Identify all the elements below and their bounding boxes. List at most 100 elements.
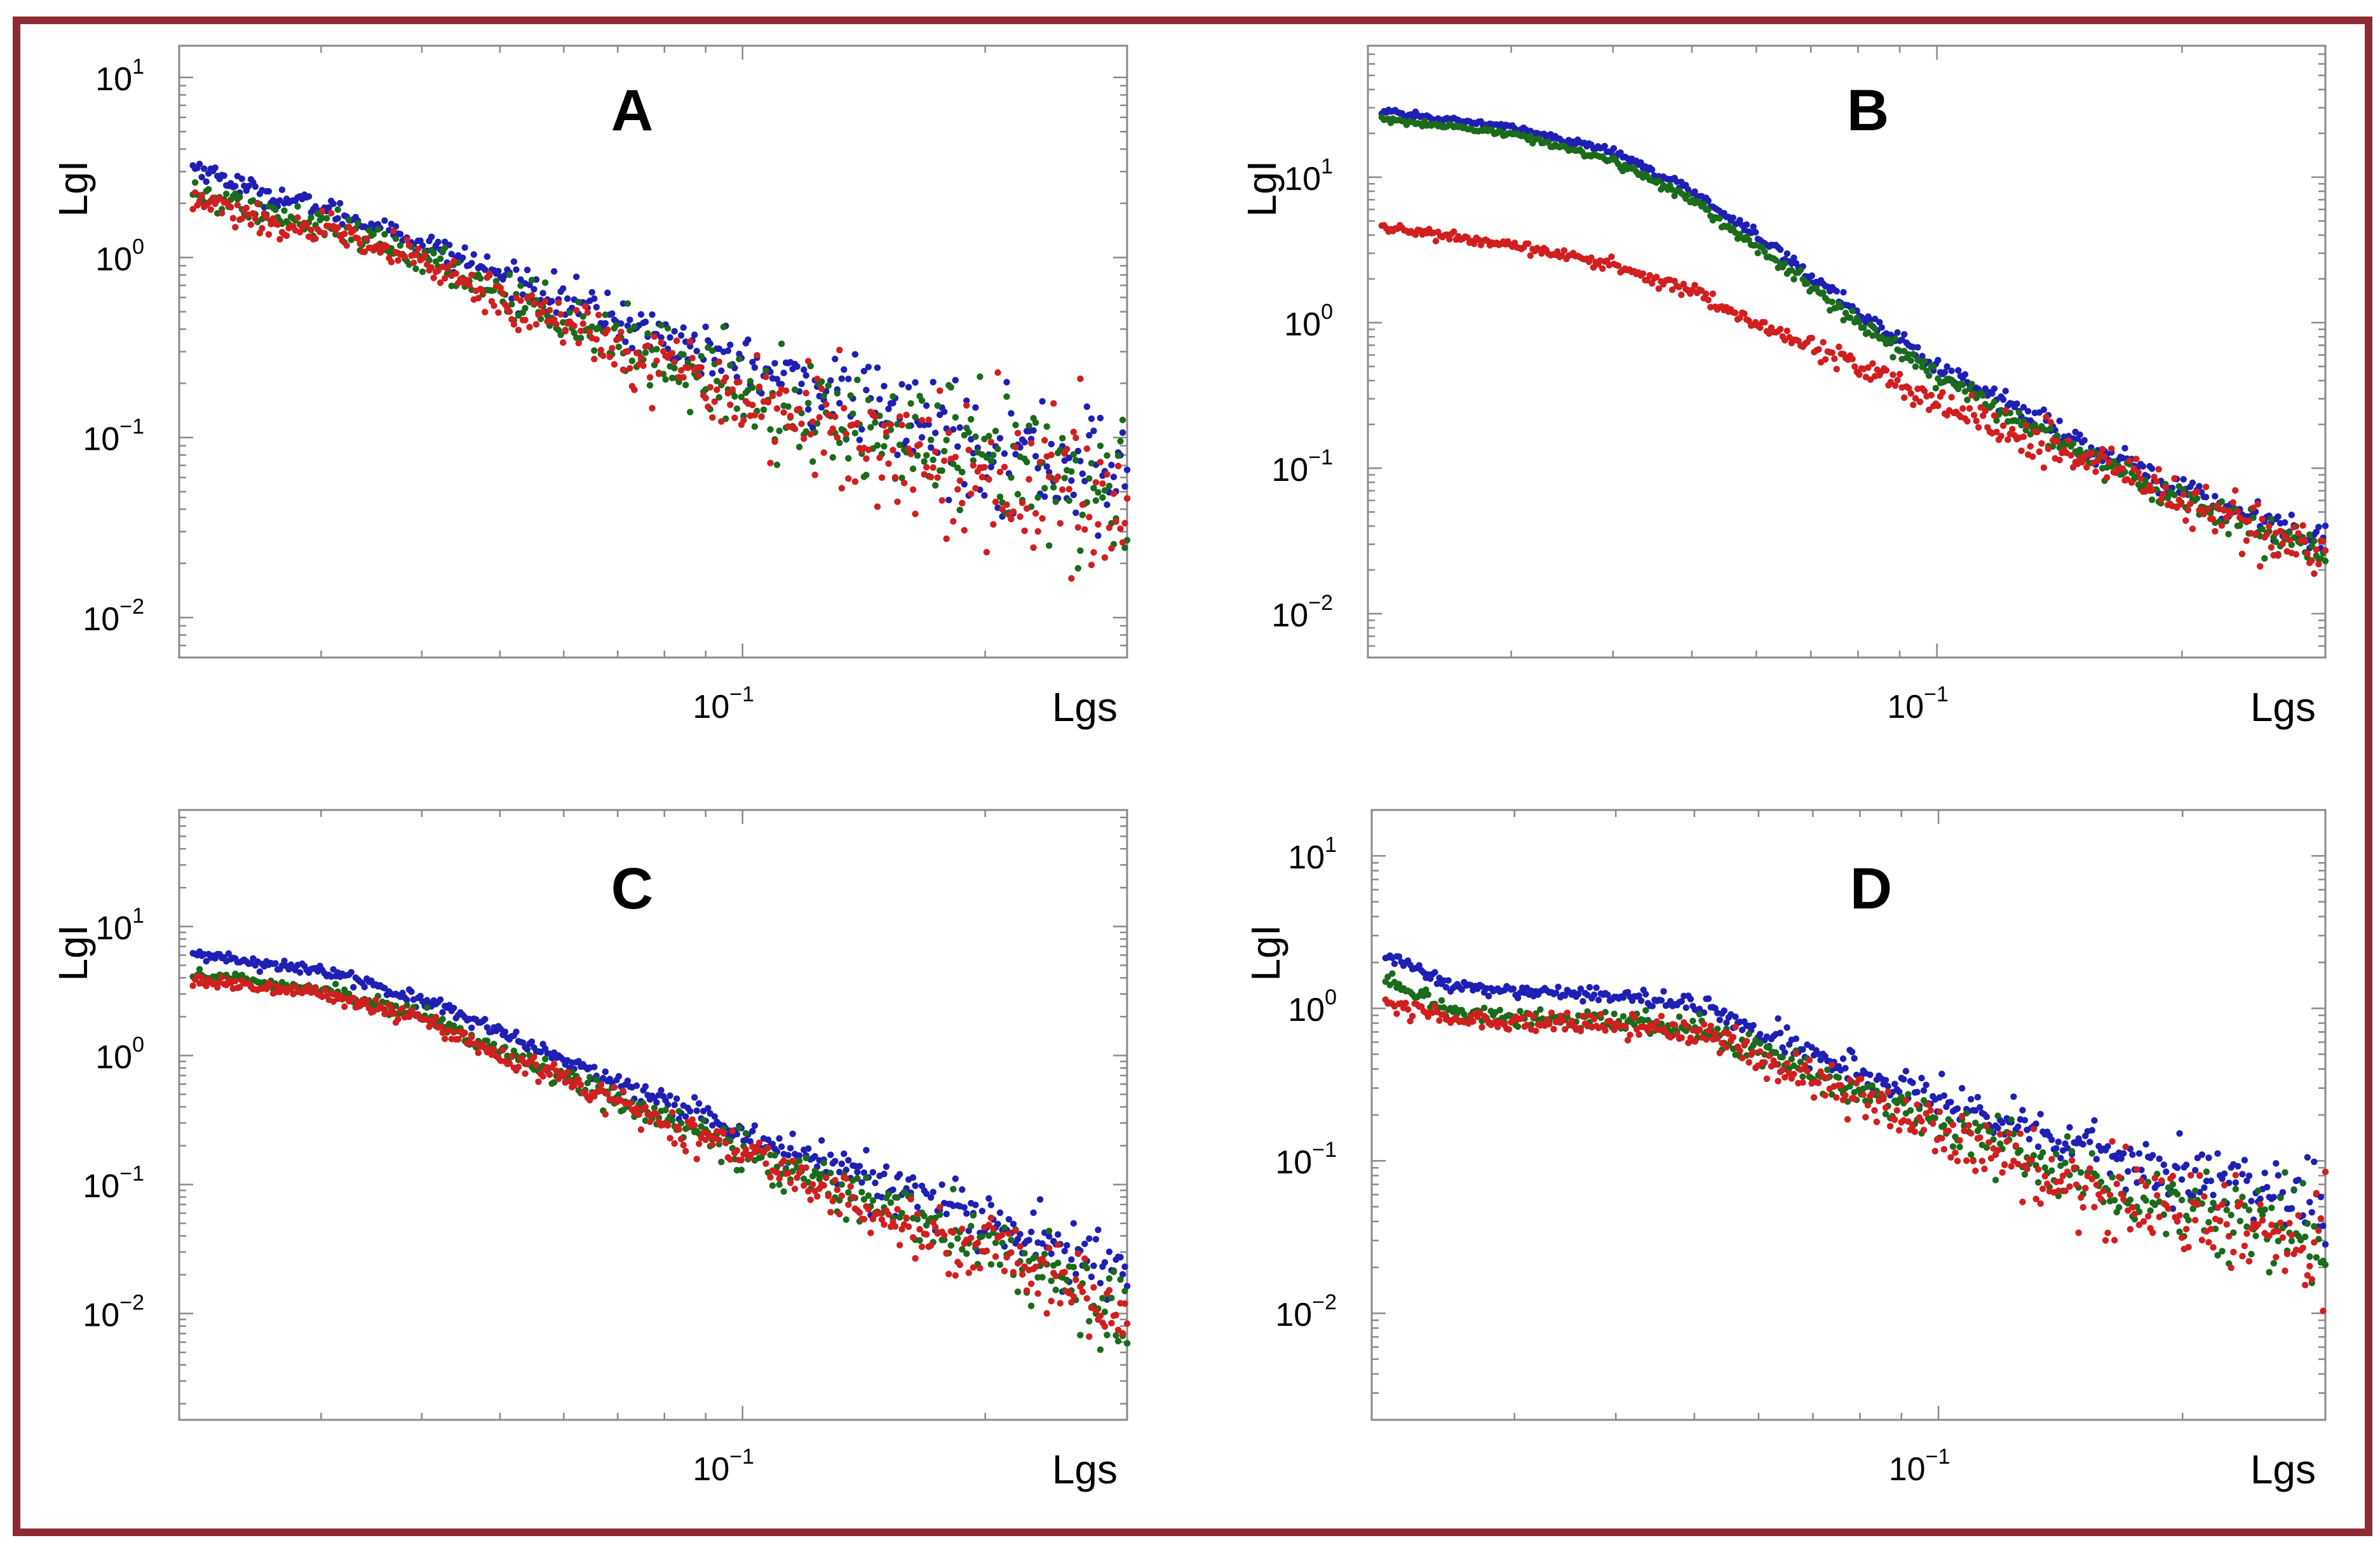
data-point: [1940, 1122, 1947, 1129]
data-point: [1117, 1253, 1124, 1261]
data-point: [1839, 1055, 1847, 1062]
data-point: [517, 282, 524, 289]
data-point: [2311, 1158, 2318, 1166]
data-point: [2259, 525, 2266, 532]
data-point: [882, 1163, 890, 1170]
data-point: [1003, 393, 1010, 400]
data-point: [1086, 1235, 1093, 1242]
data-point: [1450, 228, 1457, 235]
data-point: [1525, 240, 1532, 247]
data-point: [1968, 1151, 1975, 1158]
data-point: [325, 204, 332, 211]
panel-b-y-tick-exp: −1: [1308, 445, 1333, 469]
data-point: [905, 1223, 912, 1231]
data-point: [508, 1053, 515, 1060]
data-point: [1117, 1276, 1124, 1283]
data-point: [2076, 431, 2083, 438]
data-point: [537, 302, 544, 309]
data-point: [1799, 1046, 1806, 1053]
data-point: [1527, 252, 1534, 259]
data-point: [604, 326, 611, 334]
data-point: [1901, 331, 1908, 338]
data-point: [1010, 508, 1017, 515]
data-point: [1123, 495, 1131, 502]
data-point: [524, 266, 531, 274]
data-point: [1947, 1098, 1954, 1106]
data-point: [2299, 522, 2306, 529]
data-point: [2036, 448, 2043, 455]
data-point: [876, 396, 883, 403]
data-point: [751, 412, 759, 419]
data-point: [838, 375, 846, 382]
data-point: [2155, 466, 2162, 473]
data-point: [312, 985, 319, 992]
data-point: [1869, 360, 1876, 367]
data-point: [983, 454, 991, 461]
data-point: [1579, 998, 1586, 1005]
data-point: [801, 435, 808, 442]
data-point: [689, 1116, 696, 1123]
data-point: [1064, 1242, 1071, 1249]
data-point: [912, 510, 919, 518]
data-point: [1018, 499, 1026, 506]
data-point: [272, 960, 279, 967]
data-point: [987, 1214, 995, 1222]
data-point: [720, 1130, 727, 1137]
data-point: [259, 225, 266, 232]
data-point: [769, 1182, 776, 1189]
data-point: [885, 405, 892, 412]
data-point: [220, 172, 227, 179]
data-point: [236, 194, 243, 201]
data-point: [626, 1100, 633, 1107]
data-point: [232, 224, 239, 231]
data-point: [390, 227, 397, 234]
data-point: [468, 260, 475, 267]
data-point: [1761, 248, 1768, 255]
data-point: [439, 1016, 446, 1023]
data-point: [943, 1210, 950, 1218]
data-point: [2055, 1192, 2062, 1199]
data-point: [1902, 1067, 1909, 1075]
data-point: [952, 377, 959, 384]
panel-c-y-tick-label: 10−2: [83, 1291, 144, 1334]
data-point: [2129, 1151, 2136, 1158]
data-point: [1732, 1013, 1739, 1020]
data-point: [2180, 476, 2187, 483]
data-point: [265, 231, 273, 238]
data-point: [388, 259, 395, 266]
data-point: [1095, 532, 1102, 539]
data-point: [709, 1141, 716, 1149]
data-point: [1438, 997, 1445, 1004]
data-point: [550, 1079, 558, 1086]
data-point: [198, 173, 205, 180]
data-point: [1041, 493, 1048, 500]
data-point: [2322, 557, 2329, 565]
data-point: [1070, 1293, 1078, 1300]
data-point: [666, 334, 673, 341]
data-point: [1055, 473, 1062, 480]
data-point: [936, 387, 943, 395]
data-point: [1025, 1236, 1032, 1244]
data-point: [684, 364, 691, 372]
data-point: [2176, 1130, 2183, 1137]
data-point: [541, 1055, 549, 1063]
data-point: [974, 1239, 982, 1246]
data-point: [795, 443, 803, 450]
data-point: [575, 339, 582, 347]
data-point: [856, 1209, 863, 1217]
data-point: [334, 206, 341, 213]
panel-c-y-tick-exp: 0: [132, 1032, 144, 1056]
data-point: [713, 386, 720, 393]
data-point: [442, 274, 449, 282]
data-point: [978, 473, 986, 481]
data-point: [702, 395, 709, 401]
data-point: [1025, 422, 1032, 429]
panel-a-title: A: [611, 78, 653, 143]
data-point: [782, 387, 790, 395]
data-point: [1108, 545, 1115, 552]
data-point: [705, 403, 712, 410]
data-point: [896, 1241, 903, 1249]
data-point: [1070, 491, 1078, 499]
data-point: [1824, 1066, 1831, 1074]
data-point: [1867, 1071, 1874, 1079]
